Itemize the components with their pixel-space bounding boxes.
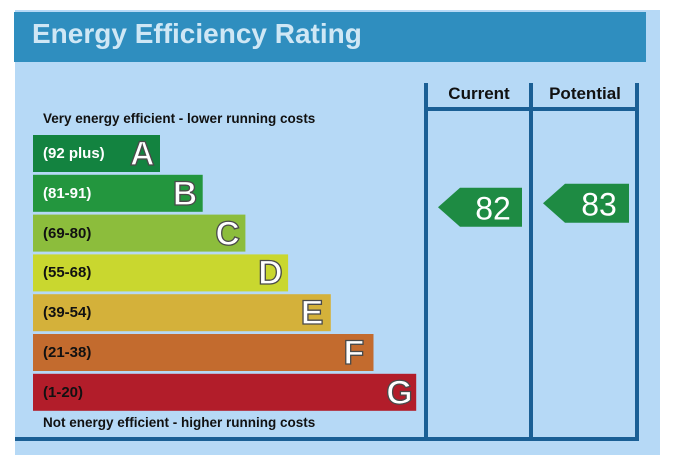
band-letter-f: F — [343, 334, 365, 372]
current-column-header: Current — [448, 84, 510, 103]
current-rating-value: 82 — [475, 190, 511, 226]
current-rating-arrow — [438, 187, 522, 227]
band-range-b: (81-91) — [43, 184, 92, 202]
band-range-d: (55-68) — [43, 264, 92, 282]
band-letter-e: E — [300, 294, 324, 333]
band-range-f: (21-38) — [43, 344, 92, 361]
band-e — [33, 294, 331, 332]
chart-title: Energy Efficiency Rating — [32, 18, 362, 49]
band-letter-a: A — [129, 135, 155, 173]
band-range-a: (92 plus) — [43, 145, 105, 162]
band-letter-b: B — [172, 174, 198, 213]
band-range-g: (1-20) — [43, 383, 84, 401]
band-g — [33, 373, 417, 411]
band-range-c: (69-80) — [43, 224, 92, 242]
band-letter-g: G — [386, 373, 414, 412]
band-f — [33, 334, 374, 371]
band-a — [33, 135, 160, 172]
potential-column-header: Potential — [549, 84, 621, 103]
top-note: Very energy efficient - lower running co… — [43, 111, 316, 126]
bottom-note: Not energy efficient - higher running co… — [43, 415, 316, 430]
band-b — [33, 174, 203, 212]
band-range-e: (39-54) — [43, 304, 92, 322]
potential-rating-value: 83 — [581, 186, 617, 222]
band-letter-d: D — [257, 254, 283, 293]
band-letter-c: C — [215, 214, 241, 253]
band-d — [33, 254, 289, 292]
potential-rating-arrow — [543, 183, 629, 223]
title-bar: Energy Efficiency Rating — [14, 12, 646, 62]
band-c — [33, 214, 246, 252]
